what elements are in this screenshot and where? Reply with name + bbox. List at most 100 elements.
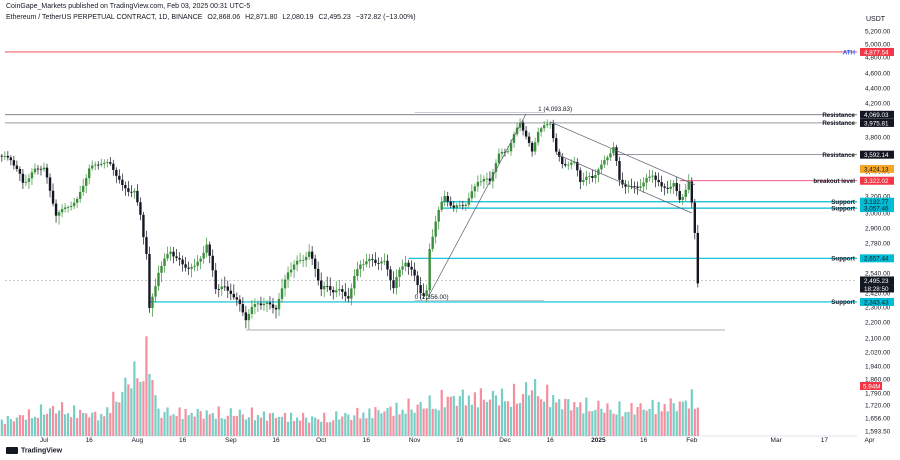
countdown-label: 18:28:50 xyxy=(864,286,889,293)
candle-body xyxy=(672,183,675,187)
volume-bar xyxy=(612,413,615,436)
volume-bar xyxy=(588,411,591,436)
volume-bar xyxy=(549,407,552,436)
volume-bar xyxy=(561,409,564,436)
volume-bar xyxy=(88,417,91,436)
volume-bar xyxy=(30,418,34,436)
candle-body xyxy=(69,206,73,208)
volume-bar xyxy=(419,401,422,436)
candle-body xyxy=(458,205,461,207)
volume-bar xyxy=(6,415,9,436)
candle-body xyxy=(157,272,160,287)
candle-body xyxy=(63,207,67,209)
candle-body xyxy=(530,142,534,152)
candle-body xyxy=(154,286,157,297)
y-tick-label: 4,800.00 xyxy=(865,55,891,62)
volume-bar xyxy=(299,420,302,436)
level-price-tag xyxy=(860,176,894,185)
candle-body xyxy=(81,185,85,192)
candle-body xyxy=(166,253,169,259)
candle-body xyxy=(187,267,190,269)
volume-bar xyxy=(476,407,479,436)
volume-bar xyxy=(437,410,440,436)
y-tick-label: 1,593.50 xyxy=(865,429,891,436)
volume-bar xyxy=(696,407,699,436)
y-tick-label: 1,940.00 xyxy=(865,364,891,371)
volume-bar xyxy=(67,413,70,436)
volume-bar xyxy=(515,403,519,436)
x-tick-label: Sep xyxy=(225,437,237,444)
candle-body xyxy=(603,160,606,165)
volume-bar xyxy=(591,411,594,436)
candle-body xyxy=(386,260,389,270)
volume-bar xyxy=(500,388,504,436)
candle-body xyxy=(624,184,627,187)
candle-body xyxy=(401,266,404,270)
x-tick-label: 16 xyxy=(86,437,94,444)
candle-body xyxy=(160,265,163,273)
candle-body xyxy=(118,175,121,180)
countdown-tag xyxy=(860,284,894,293)
candle-body xyxy=(576,161,579,171)
candle-body xyxy=(371,258,374,260)
candle-body xyxy=(548,123,552,125)
y-tick-label: 3,000.00 xyxy=(865,211,891,218)
candle-body xyxy=(606,157,609,161)
candle-body xyxy=(636,186,639,188)
volume-bar xyxy=(401,409,404,436)
level-price-label: 2,343.43 xyxy=(864,299,889,306)
volume-bar xyxy=(247,417,250,436)
volume-bar xyxy=(693,408,696,436)
candle-body xyxy=(36,168,40,170)
level-price-label: 3,057.46 xyxy=(864,206,889,213)
candle-body xyxy=(223,286,226,288)
candle-body xyxy=(57,212,61,216)
candle-body xyxy=(344,291,347,297)
candle-body xyxy=(329,286,332,290)
candle-body xyxy=(615,147,618,162)
candle-body xyxy=(678,191,681,200)
volume-bar xyxy=(151,379,154,436)
candle-body xyxy=(368,258,371,262)
candle-body xyxy=(24,181,28,183)
volume-bar xyxy=(470,404,473,436)
volume-bar xyxy=(371,418,374,436)
volume-bar xyxy=(473,392,476,436)
candle-body xyxy=(87,168,91,179)
candle-body xyxy=(292,264,296,270)
candle-body xyxy=(172,251,175,257)
volume-bar xyxy=(365,418,368,436)
level-price-label: 4,069.03 xyxy=(864,112,889,119)
volume-bar xyxy=(0,419,3,436)
candle-body xyxy=(226,286,229,291)
volume-bar xyxy=(154,395,157,436)
level-price-label: 3,592.14 xyxy=(864,152,889,159)
fib-label: 0 (2,356.00) xyxy=(415,294,449,301)
candle-body xyxy=(645,177,648,183)
level-name: breakout level xyxy=(813,178,855,185)
candle-body xyxy=(413,269,416,276)
trendline xyxy=(426,113,527,301)
volume-bar xyxy=(558,399,561,436)
candle-body xyxy=(473,186,477,192)
candle-body xyxy=(681,196,684,200)
volume-bar xyxy=(458,396,461,436)
volume-bar xyxy=(121,392,124,436)
x-tick-label: 2025 xyxy=(591,437,606,444)
volume-bar xyxy=(567,399,570,436)
volume-bar xyxy=(512,383,516,436)
candle-body xyxy=(449,201,452,206)
candle-body xyxy=(440,201,443,210)
volume-bar xyxy=(214,418,217,436)
volume-bar xyxy=(579,402,582,436)
volume-bar xyxy=(106,407,109,436)
candle-body xyxy=(112,163,115,170)
volume-bar xyxy=(531,390,534,436)
volume-bar xyxy=(482,399,485,436)
candle-body xyxy=(669,186,672,189)
candle-body xyxy=(437,209,440,222)
volume-bar xyxy=(115,401,118,436)
y-tick-label: 5,200.00 xyxy=(865,29,891,36)
volume-bar xyxy=(534,378,537,436)
